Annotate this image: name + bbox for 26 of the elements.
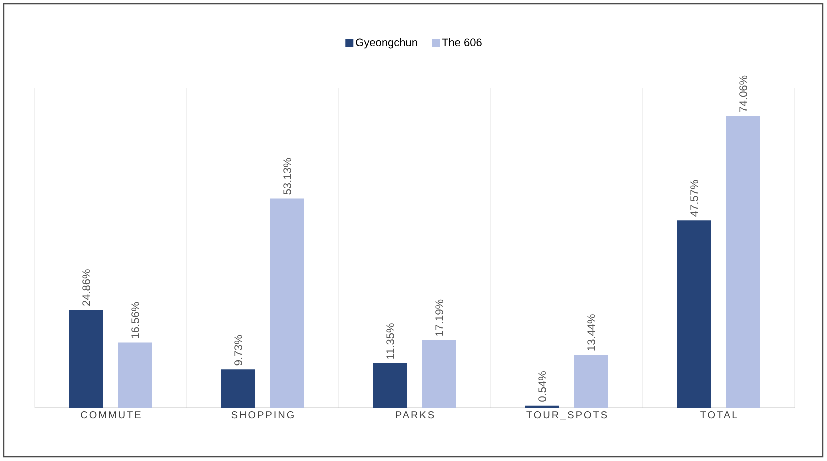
- data-label: 16.56%: [132, 302, 140, 338]
- data-label: 74.06%: [740, 76, 748, 112]
- x-tick-label: SHOPPING: [232, 412, 294, 419]
- data-label: 9.73%: [234, 335, 242, 366]
- bar: [678, 220, 712, 408]
- x-tick-label: COMMUTE: [81, 412, 141, 419]
- data-label: 11.35%: [386, 324, 394, 359]
- legend-label: The 606: [442, 38, 482, 47]
- bar: [270, 198, 304, 408]
- x-tick-label: TOTAL: [700, 412, 738, 419]
- bar: [422, 340, 456, 408]
- bar: [222, 370, 256, 408]
- data-label: 47.57%: [690, 180, 698, 217]
- data-label: 24.86%: [82, 270, 90, 306]
- bar: [726, 116, 761, 408]
- legend-label: Gyeongchun: [356, 38, 418, 49]
- data-label: 0.54%: [538, 372, 546, 402]
- x-tick-label: PARKS: [396, 412, 434, 419]
- data-label: 13.44%: [588, 314, 596, 351]
- x-tick-label: TOUR_SPOTS: [526, 412, 608, 421]
- bar: [118, 342, 152, 408]
- bar: [374, 363, 408, 408]
- bar: [70, 310, 104, 408]
- data-label: 53.13%: [284, 158, 292, 195]
- data-label: 17.19%: [436, 300, 444, 336]
- bar: [574, 355, 609, 408]
